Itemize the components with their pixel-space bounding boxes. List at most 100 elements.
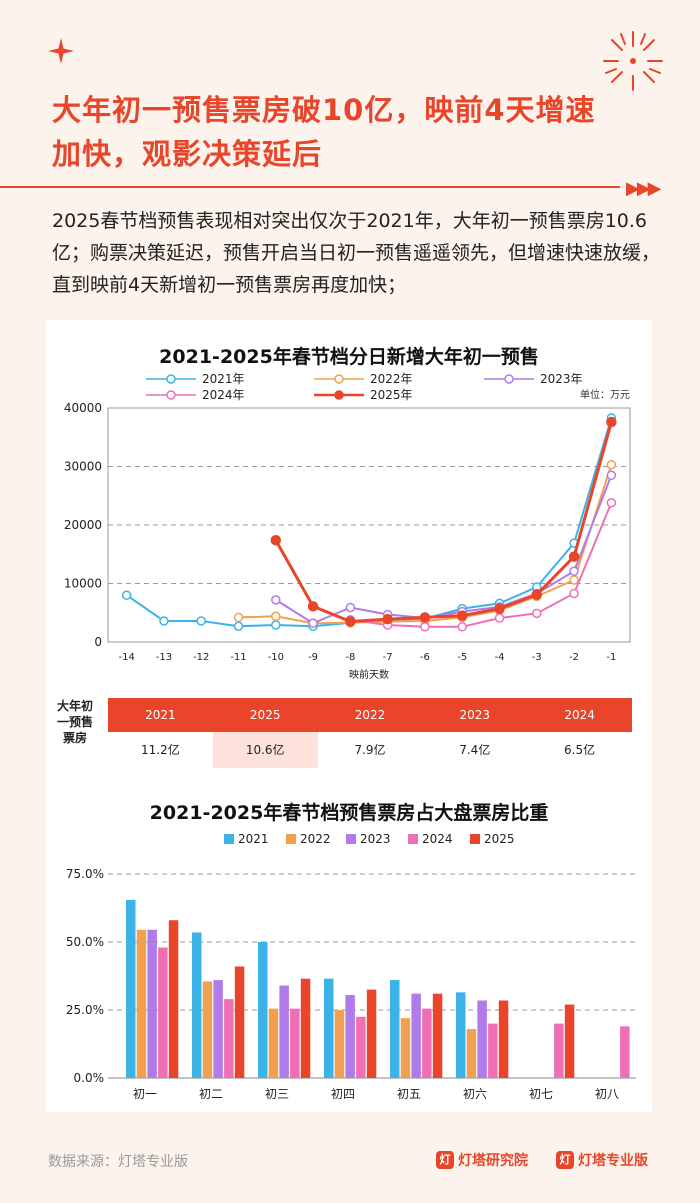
legend-swatch <box>224 834 234 844</box>
bar <box>202 981 213 1078</box>
bar <box>390 980 400 1078</box>
bar <box>366 989 377 1078</box>
data-point <box>271 611 281 622</box>
data-point <box>307 601 319 612</box>
table-cell: 7.9亿 <box>354 743 386 757</box>
bar <box>258 942 268 1078</box>
x-tick-label: -13 <box>156 652 172 663</box>
legend-label: 2023 <box>360 832 391 846</box>
data-point <box>606 459 617 470</box>
legend-marker <box>166 374 176 384</box>
data-point <box>233 621 244 631</box>
legend-label: 2024 <box>422 832 453 846</box>
lighthouse-logo-icon: 灯 <box>556 1151 574 1169</box>
chart-card: 2021-2025年春节档分日新增大年初一预售 2021年 2022年 2023年 2… <box>46 320 652 1112</box>
x-tick-label: -10 <box>268 652 284 663</box>
x-tick-label: -7 <box>383 652 393 663</box>
brand-pro-label: 灯塔专业版 <box>578 1153 648 1169</box>
bar <box>345 995 355 1078</box>
y-tick-label: 0.0% <box>74 1071 105 1085</box>
y-tick-label: 0 <box>94 635 102 649</box>
legend-marker <box>334 374 344 384</box>
series-line <box>350 502 613 628</box>
bar <box>498 1000 509 1078</box>
legend-label: 2022 <box>300 832 331 846</box>
firework-icon <box>603 31 663 91</box>
title-line-1: 大年初一预售票房破10亿，映前4天增速 <box>52 93 596 127</box>
bar <box>158 947 168 1078</box>
legend-marker <box>166 390 176 400</box>
arrow-decoration-icon: ▶▶▶ <box>626 178 661 199</box>
data-point <box>569 575 579 585</box>
data-point <box>494 613 505 623</box>
brand-research: 灯 灯塔研究院 <box>436 1150 528 1170</box>
legend-marker <box>504 374 514 384</box>
x-tick-label: -12 <box>193 652 209 663</box>
legend-label: 2023年 <box>540 372 583 386</box>
x-tick-label: 初七 <box>529 1087 553 1101</box>
bar <box>168 920 179 1078</box>
legend-swatch <box>408 834 418 844</box>
table-label: 大年初一预售票房 <box>56 699 93 745</box>
data-point <box>457 622 467 632</box>
x-tick-label: 初四 <box>331 1087 355 1101</box>
bar <box>279 985 289 1078</box>
legend-swatch <box>346 834 356 844</box>
bar <box>126 899 136 1078</box>
legend-label: 2025 <box>484 832 515 846</box>
bar-chart-title: 2021-2025年春节档预售票房占大盘票房比重 <box>149 802 549 824</box>
legend-label: 2021 <box>238 832 269 846</box>
data-point <box>382 613 393 625</box>
table-cell: 10.6亿 <box>212 732 318 768</box>
bar <box>300 978 311 1078</box>
data-point <box>606 498 617 508</box>
x-tick-label: -5 <box>457 652 467 663</box>
divider <box>0 186 620 188</box>
bar <box>334 1010 345 1078</box>
legend-swatch <box>286 834 296 844</box>
bar <box>432 993 443 1078</box>
data-point <box>121 590 132 600</box>
bar <box>411 993 421 1078</box>
lighthouse-logo-icon: 灯 <box>436 1151 454 1169</box>
data-point <box>420 622 430 632</box>
table-header-cell: 2025 <box>249 708 281 722</box>
table-cell: 11.2亿 <box>141 743 180 757</box>
bar <box>192 932 202 1078</box>
data-point <box>159 616 169 626</box>
x-tick-label: 初六 <box>463 1087 487 1101</box>
table-header-cell: 2024 <box>564 708 595 722</box>
table-header-cell: 2021 <box>145 708 176 722</box>
y-tick-label: 75.0% <box>66 867 104 881</box>
x-tick-label: -6 <box>420 652 430 663</box>
data-point <box>196 616 206 626</box>
data-point <box>271 595 281 605</box>
bar <box>554 1023 564 1078</box>
data-point <box>606 470 617 481</box>
page-title: 大年初一预售票房破10亿，映前4天增速 加快，观影决策延后 <box>52 88 662 176</box>
bar <box>234 966 245 1078</box>
data-point <box>568 551 580 562</box>
x-tick-label: 初三 <box>265 1087 289 1101</box>
y-tick-label: 20000 <box>64 518 102 532</box>
bar <box>324 978 334 1078</box>
bar <box>564 1004 575 1078</box>
x-tick-label: 初八 <box>595 1087 619 1101</box>
brand-pro: 灯 灯塔专业版 <box>556 1150 648 1170</box>
x-tick-label: -3 <box>532 652 542 663</box>
y-tick-label: 40000 <box>64 401 102 415</box>
data-point <box>345 616 356 627</box>
data-point <box>271 620 281 630</box>
bar <box>477 1000 487 1078</box>
legend-label: 2024年 <box>202 388 245 402</box>
x-tick-label: -2 <box>569 652 579 663</box>
intro-paragraph: 2025春节档预售表现相对突出仅次于2021年，大年初一预售票房10.6亿；购票… <box>52 210 661 296</box>
bar <box>213 980 223 1078</box>
series-line <box>274 421 613 624</box>
line-chart-title: 2021-2025年春节档分日新增大年初一预售 <box>159 346 539 368</box>
table-cell: 6.5亿 <box>564 743 596 757</box>
bar <box>400 1018 411 1078</box>
legend-label: 2021年 <box>202 372 245 386</box>
legend-marker <box>334 390 344 400</box>
